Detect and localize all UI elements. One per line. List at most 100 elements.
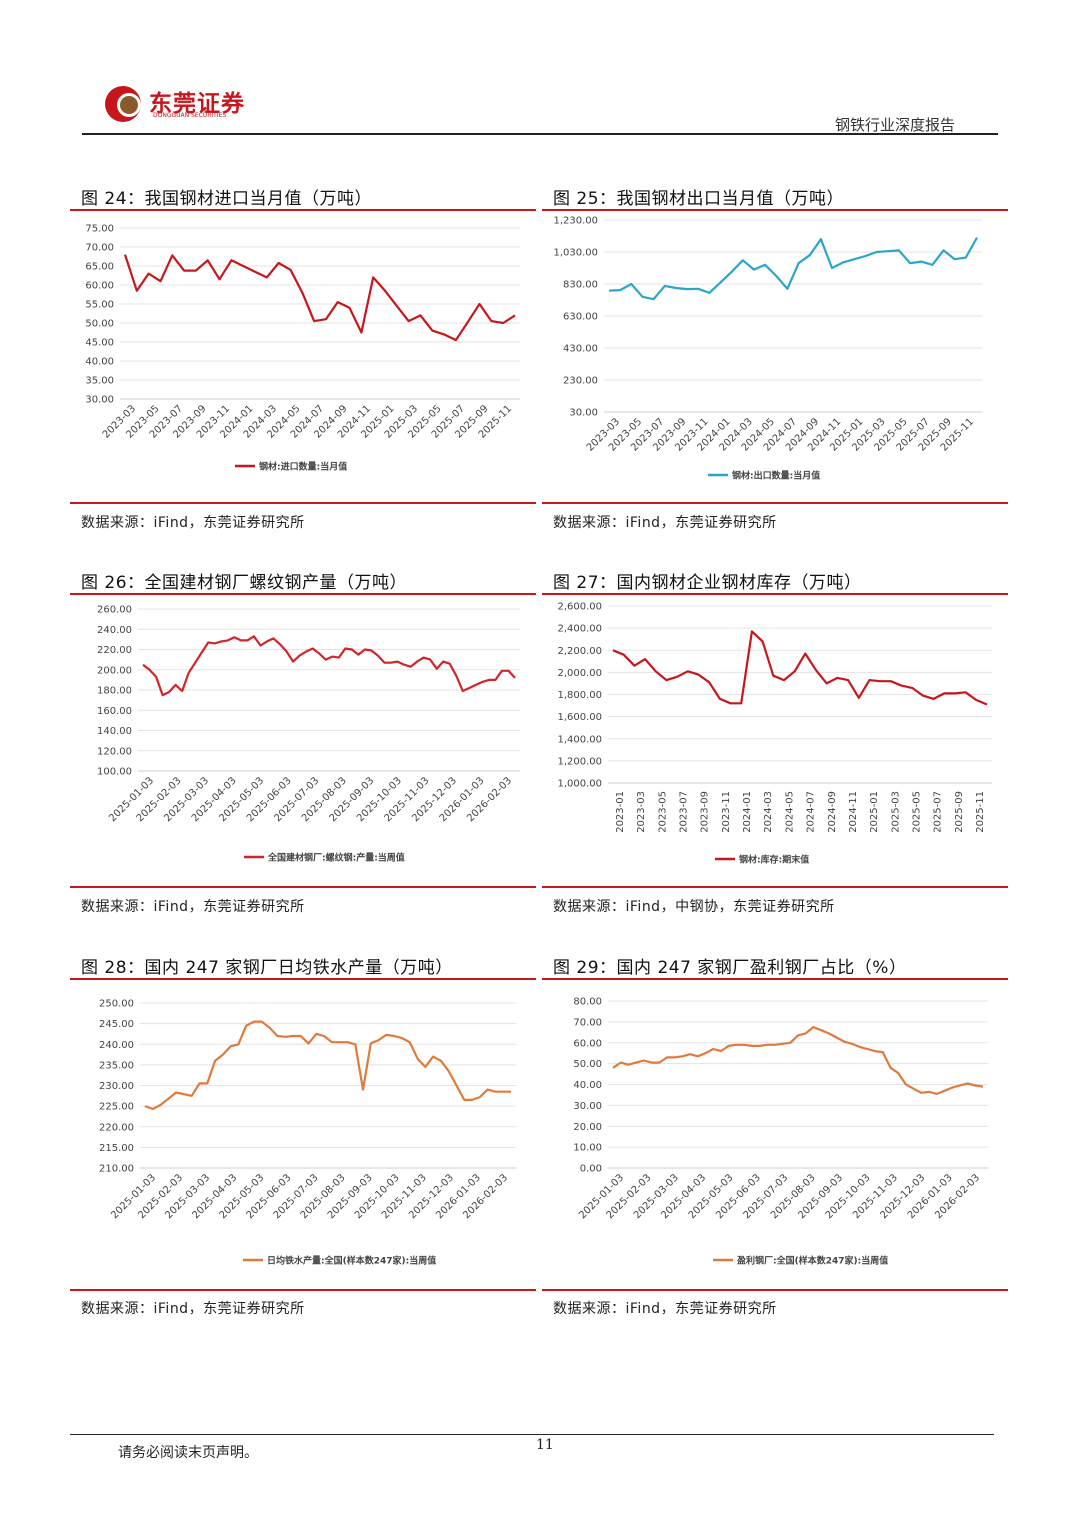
title-rule (70, 978, 536, 980)
series-line (144, 1020, 511, 1111)
y-tick-label: 200.00 (97, 665, 132, 676)
y-tick-label: 180.00 (97, 686, 132, 697)
data-source: 数据来源：iFind，东莞证券研究所 (81, 515, 305, 531)
x-tick-label: 2023-03 (636, 791, 647, 833)
y-tick-label: 1,030.00 (553, 248, 598, 259)
title-rule (542, 209, 1008, 211)
y-tick-label: 60.00 (85, 281, 114, 292)
y-tick-label: 220.00 (99, 1122, 134, 1133)
source-rule (70, 502, 536, 504)
page-number: 11 (536, 1437, 554, 1453)
legend-label: 钢材:库存:期末值 (739, 854, 809, 866)
x-tick-label: 2025-05 (911, 791, 922, 833)
disclaimer-note: 请务必阅读末页声明。 (118, 1445, 258, 1461)
y-tick-label: 45.00 (85, 338, 114, 349)
y-tick-label: 35.00 (85, 376, 114, 387)
series-line (608, 237, 978, 301)
figure-24-panel: 图 24：我国钢材进口当月值（万吨） 30.00 35.00 40.00 45.00 5… (70, 184, 536, 534)
y-tick-label: 250.00 (99, 999, 134, 1010)
title-rule (70, 593, 536, 595)
y-tick-label: 215.00 (99, 1143, 134, 1154)
y-tick-label: 1,200.00 (557, 756, 602, 767)
x-tick-label: 2025-09 (954, 791, 965, 833)
series-line (612, 1025, 984, 1096)
y-tick-label: 60.00 (573, 1038, 602, 1049)
figure-29-panel: 图 29：国内 247 家钢厂盈利钢厂占比（%） 0.00 10.00 20.00 3… (542, 953, 1008, 1317)
x-tick-label: 2025-11 (975, 791, 986, 833)
figure-28-chart: 210.00 215.00 220.00 225.00 230.00 235.00 240.… (99, 999, 516, 1267)
page-header: 东莞证券 DONGGUAN SECURITIES 钢铁行业深度报告 (0, 0, 1080, 140)
source-rule (542, 886, 1008, 888)
y-tick-label: 160.00 (97, 706, 132, 717)
title-rule (70, 209, 536, 211)
y-tick-label: 220.00 (97, 645, 132, 656)
series-line (123, 254, 516, 342)
y-tick-label: 50.00 (85, 319, 114, 330)
x-tick-label: 2023-09 (700, 791, 711, 833)
header-divider (82, 133, 998, 135)
legend-label: 钢材:出口数量:当月值 (732, 470, 820, 482)
chart-legend: 钢材:进口数量:当月值 (235, 461, 347, 473)
chart-legend: 钢材:出口数量:当月值 (708, 470, 820, 482)
figure-26-panel: 图 26：全国建材钢厂螺纹钢产量（万吨） 100.00 120.00 140.00 1… (70, 568, 536, 918)
legend-label: 全国建材钢厂:螺纹钢:产量:当周值 (267, 852, 405, 864)
y-tick-label: 10.00 (573, 1143, 602, 1154)
figure-title: 图 24：我国钢材进口当月值（万吨） (81, 189, 373, 209)
x-tick-label: 2025-07 (933, 791, 944, 833)
x-tick-label: 2025-03 (890, 791, 901, 833)
figure-title: 图 25：我国钢材出口当月值（万吨） (553, 189, 845, 209)
y-tick-label: 2,600.00 (557, 602, 602, 613)
y-tick-label: 70.00 (573, 1017, 602, 1028)
report-name: 钢铁行业深度报告 (834, 116, 955, 134)
x-tick-label: 2023-05 (657, 791, 668, 833)
y-tick-label: 50.00 (573, 1059, 602, 1070)
x-tick-label: 2023-07 (679, 791, 690, 833)
chart-legend: 钢材:库存:期末值 (715, 854, 809, 866)
y-tick-label: 1,400.00 (557, 734, 602, 745)
y-tick-label: 0.00 (580, 1164, 602, 1175)
data-source: 数据来源：iFind，东莞证券研究所 (553, 515, 777, 531)
figure-26-chart: 100.00 120.00 140.00 160.00 180.00 200.00 220.… (97, 605, 520, 864)
y-tick-label: 2,000.00 (557, 668, 602, 679)
y-tick-label: 230.00 (99, 1081, 134, 1092)
figure-title: 图 27：国内钢材企业钢材库存（万吨） (553, 573, 862, 593)
figure-title: 图 26：全国建材钢厂螺纹钢产量（万吨） (81, 573, 408, 593)
y-tick-label: 80.00 (573, 997, 602, 1008)
y-tick-label: 1,600.00 (557, 712, 602, 723)
series-line (612, 630, 988, 706)
source-rule (70, 1289, 536, 1291)
x-tick-label: 2024-05 (784, 791, 795, 833)
y-tick-label: 260.00 (97, 605, 132, 616)
chart-legend: 日均铁水产量:全国(样本数247家):当周值 (243, 1255, 436, 1267)
y-tick-label: 75.00 (85, 224, 114, 235)
y-tick-label: 20.00 (573, 1122, 602, 1133)
chart-legend: 盈利钢厂:全国(样本数247家):当周值 (713, 1255, 888, 1267)
y-tick-label: 65.00 (85, 262, 114, 273)
y-tick-label: 30.00 (85, 395, 114, 406)
y-tick-label: 2,200.00 (557, 646, 602, 657)
figure-27-chart: 1,000.00 1,200.00 1,400.00 1,600.00 1,800.00… (557, 602, 992, 866)
x-tick-label: 2024-11 (848, 791, 859, 833)
y-tick-label: 100.00 (97, 767, 132, 778)
figure-28-panel: 图 28：国内 247 家钢厂日均铁水产量（万吨） 210.00 215.00 22… (70, 953, 536, 1317)
x-tick-label: 2024-03 (763, 791, 774, 833)
title-rule (542, 593, 1008, 595)
y-tick-label: 70.00 (85, 243, 114, 254)
y-tick-label: 30.00 (569, 408, 598, 419)
x-tick-label: 2024-01 (742, 791, 753, 833)
x-tick-label: 2023-01 (615, 791, 626, 833)
logo-chinese-name: 东莞证券 (149, 90, 245, 117)
y-tick-label: 40.00 (85, 357, 114, 368)
source-rule (542, 502, 1008, 504)
x-tick-label: 2024-09 (827, 791, 838, 833)
y-tick-label: 140.00 (97, 726, 132, 737)
source-rule (542, 1289, 1008, 1291)
y-tick-label: 2,400.00 (557, 624, 602, 635)
y-tick-label: 30.00 (573, 1101, 602, 1112)
y-tick-label: 235.00 (99, 1060, 134, 1071)
data-source: 数据来源：iFind，东莞证券研究所 (81, 1301, 305, 1317)
figure-title: 图 28：国内 247 家钢厂日均铁水产量（万吨） (81, 958, 453, 978)
y-tick-label: 120.00 (97, 746, 132, 757)
x-tick-label: 2023-11 (721, 791, 732, 833)
title-rule (542, 978, 1008, 980)
